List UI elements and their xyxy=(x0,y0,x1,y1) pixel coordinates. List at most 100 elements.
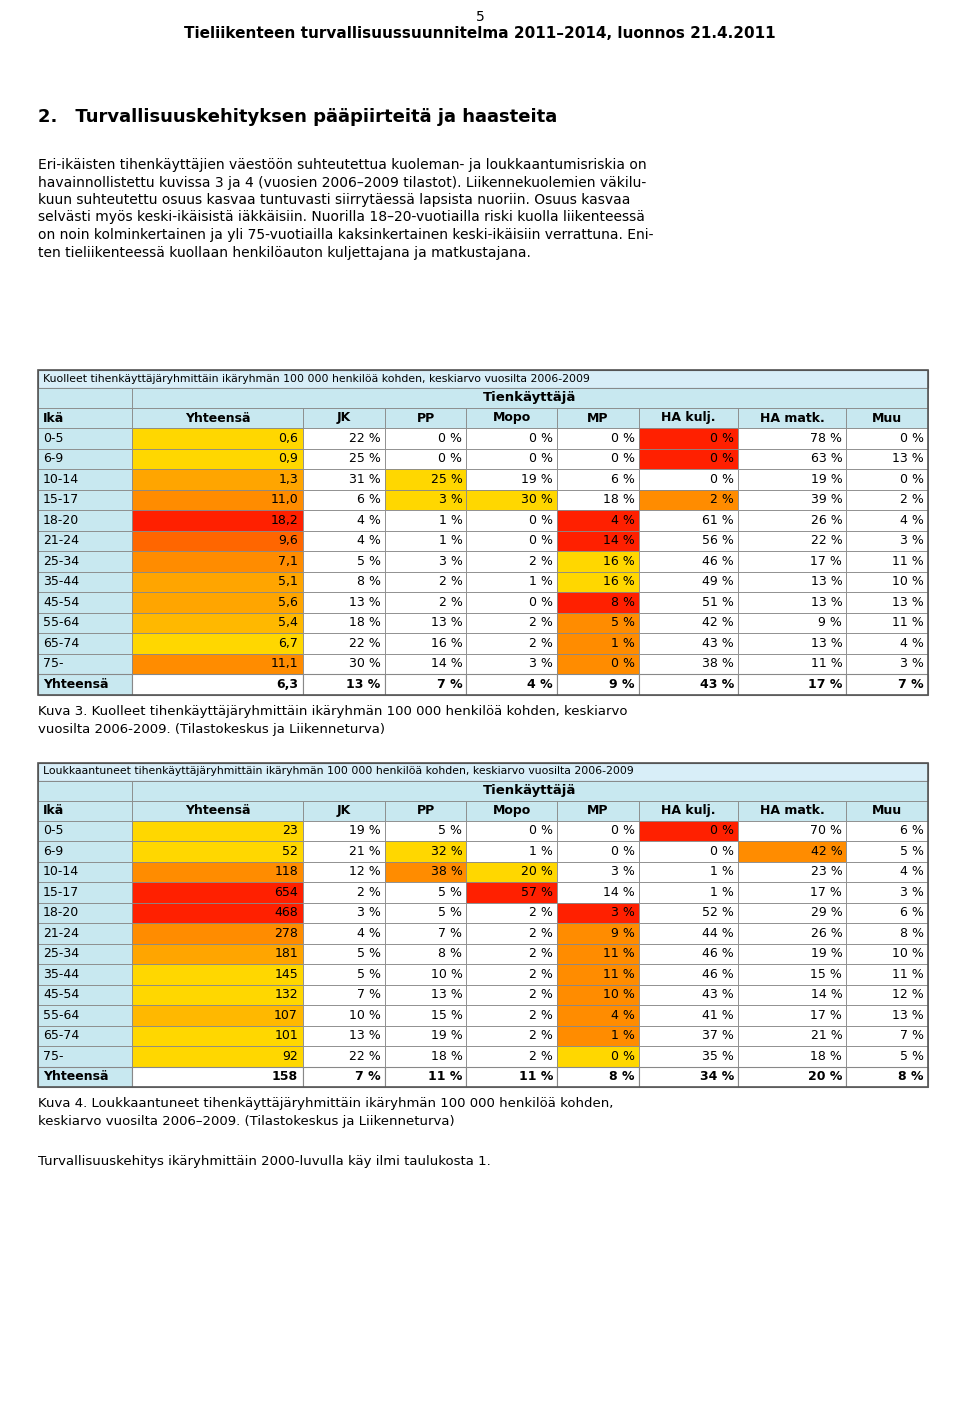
Bar xyxy=(738,883,847,903)
Text: 468: 468 xyxy=(275,907,298,920)
Bar xyxy=(303,841,385,861)
Text: 23 %: 23 % xyxy=(810,866,842,878)
Text: 6 %: 6 % xyxy=(611,473,635,486)
Text: 18 %: 18 % xyxy=(348,616,381,629)
Text: 0 %: 0 % xyxy=(710,452,734,465)
Text: 13 %: 13 % xyxy=(892,1008,924,1022)
Bar xyxy=(132,592,303,613)
Text: 31 %: 31 % xyxy=(349,473,381,486)
Bar xyxy=(738,613,847,633)
Bar xyxy=(385,449,467,469)
Text: 46 %: 46 % xyxy=(703,555,734,568)
Text: PP: PP xyxy=(417,804,435,817)
Bar xyxy=(385,408,467,428)
Bar xyxy=(467,428,557,449)
Text: 3 %: 3 % xyxy=(529,657,553,670)
Text: 18 %: 18 % xyxy=(431,1050,463,1062)
Bar xyxy=(132,800,303,820)
Bar xyxy=(738,800,847,820)
Bar xyxy=(38,592,132,613)
Bar xyxy=(132,674,303,694)
Text: 12 %: 12 % xyxy=(892,988,924,1001)
Bar xyxy=(38,1005,132,1025)
Text: 181: 181 xyxy=(275,947,298,960)
Text: 1 %: 1 % xyxy=(439,513,463,526)
Bar xyxy=(467,469,557,489)
Text: 13 %: 13 % xyxy=(349,1030,381,1042)
Bar xyxy=(557,633,638,653)
Bar xyxy=(467,923,557,944)
Text: 0-5: 0-5 xyxy=(43,824,63,837)
Text: 2 %: 2 % xyxy=(529,637,553,650)
Text: 1 %: 1 % xyxy=(611,1030,635,1042)
Text: 2 %: 2 % xyxy=(529,1050,553,1062)
Bar xyxy=(385,428,467,449)
Bar xyxy=(132,841,303,861)
Text: keskiarvo vuosilta 2006–2009. (Tilastokeskus ja Liikenneturva): keskiarvo vuosilta 2006–2009. (Tilastoke… xyxy=(38,1115,455,1128)
Bar xyxy=(303,674,385,694)
Bar xyxy=(132,613,303,633)
Bar xyxy=(385,883,467,903)
Text: 9 %: 9 % xyxy=(611,927,635,940)
Text: 34 %: 34 % xyxy=(700,1071,734,1084)
Text: 29 %: 29 % xyxy=(810,907,842,920)
Bar xyxy=(847,1067,928,1087)
Text: 37 %: 37 % xyxy=(702,1030,734,1042)
Text: 23: 23 xyxy=(282,824,298,837)
Text: Muu: Muu xyxy=(872,412,902,425)
Text: 13 %: 13 % xyxy=(347,677,381,690)
Text: 8 %: 8 % xyxy=(611,596,635,609)
Bar xyxy=(303,1047,385,1067)
Bar xyxy=(38,633,132,653)
Text: 3 %: 3 % xyxy=(900,657,924,670)
Text: 2 %: 2 % xyxy=(529,947,553,960)
Bar xyxy=(38,964,132,984)
Bar xyxy=(557,572,638,592)
Text: 5: 5 xyxy=(475,10,485,24)
Bar xyxy=(303,489,385,511)
Bar xyxy=(738,653,847,674)
Text: 8 %: 8 % xyxy=(899,1071,924,1084)
Text: 3 %: 3 % xyxy=(357,907,381,920)
Bar xyxy=(638,861,738,883)
Text: 9,6: 9,6 xyxy=(278,535,298,548)
Bar xyxy=(638,674,738,694)
Text: 0 %: 0 % xyxy=(529,513,553,526)
Text: 35-44: 35-44 xyxy=(43,575,79,589)
Bar xyxy=(132,903,303,923)
Bar xyxy=(38,944,132,964)
Text: 0-5: 0-5 xyxy=(43,432,63,445)
Bar xyxy=(385,550,467,572)
Bar xyxy=(847,428,928,449)
Text: 8 %: 8 % xyxy=(439,947,463,960)
Text: 2 %: 2 % xyxy=(529,1008,553,1022)
Bar xyxy=(132,1005,303,1025)
Text: 16 %: 16 % xyxy=(431,637,463,650)
Bar xyxy=(467,944,557,964)
Bar xyxy=(303,592,385,613)
Bar xyxy=(38,984,132,1005)
Text: Mopo: Mopo xyxy=(492,412,531,425)
Text: 39 %: 39 % xyxy=(810,493,842,506)
Bar xyxy=(738,1067,847,1087)
Text: 8 %: 8 % xyxy=(900,927,924,940)
Bar xyxy=(132,984,303,1005)
Bar xyxy=(638,449,738,469)
Text: 13 %: 13 % xyxy=(349,596,381,609)
Bar xyxy=(638,984,738,1005)
Text: 0 %: 0 % xyxy=(900,432,924,445)
Bar xyxy=(638,1067,738,1087)
Bar xyxy=(847,1025,928,1047)
Text: 19 %: 19 % xyxy=(810,473,842,486)
Text: 5,4: 5,4 xyxy=(278,616,298,629)
Text: 52: 52 xyxy=(282,844,298,858)
Text: 15 %: 15 % xyxy=(810,968,842,981)
Text: 2 %: 2 % xyxy=(529,988,553,1001)
Text: 21 %: 21 % xyxy=(810,1030,842,1042)
Text: 1,3: 1,3 xyxy=(278,473,298,486)
Bar xyxy=(303,530,385,550)
Text: 1 %: 1 % xyxy=(529,575,553,589)
Text: HA kulj.: HA kulj. xyxy=(661,804,715,817)
Bar xyxy=(557,653,638,674)
Text: 21-24: 21-24 xyxy=(43,535,79,548)
